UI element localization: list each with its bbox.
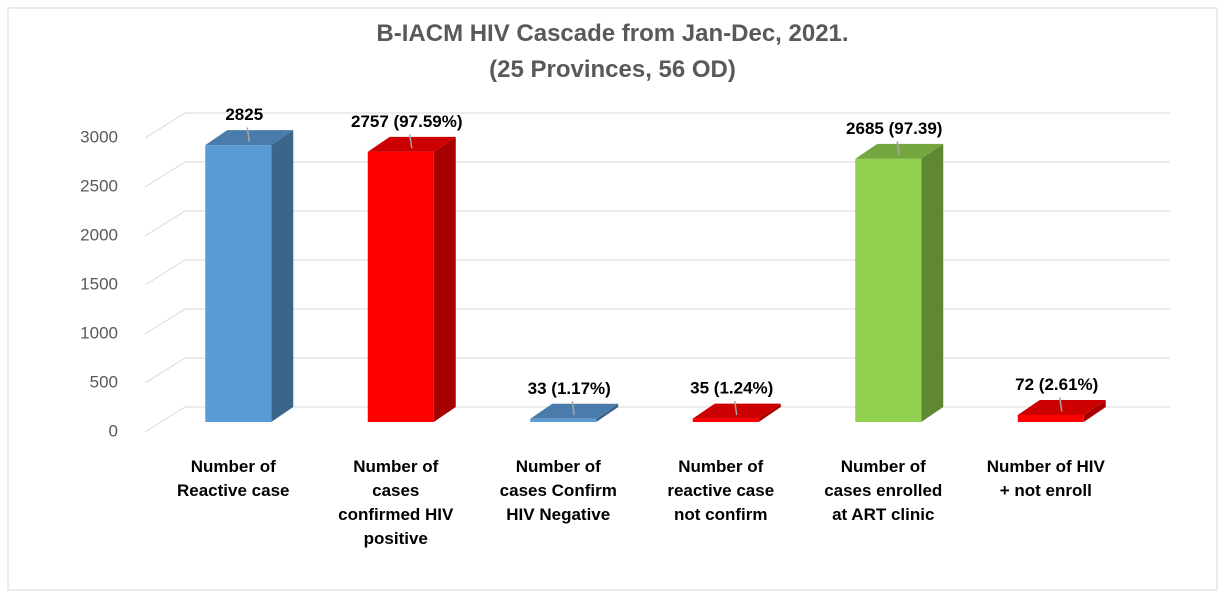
y-tick-label: 500 bbox=[90, 372, 118, 391]
y-tick-label: 1500 bbox=[80, 274, 118, 293]
grid-line bbox=[144, 357, 1170, 384]
data-label: 35 (1.24%) bbox=[690, 379, 773, 398]
leader-line bbox=[734, 400, 738, 416]
bar bbox=[530, 418, 597, 422]
grid-line bbox=[144, 308, 1170, 335]
bar bbox=[1017, 414, 1084, 422]
data-label: 33 (1.17%) bbox=[528, 379, 611, 398]
leader-line bbox=[896, 141, 900, 156]
y-tick-label: 2500 bbox=[80, 176, 118, 195]
bar-side bbox=[433, 136, 456, 422]
leader-line bbox=[246, 127, 250, 142]
x-tick-label: Number of reactive case not confirm bbox=[667, 457, 775, 524]
y-tick-label: 3000 bbox=[80, 127, 118, 146]
data-label: 2825 bbox=[225, 105, 263, 124]
chart-border bbox=[7, 7, 1218, 591]
grid-line bbox=[144, 210, 1170, 237]
data-label: 2685 (97.39) bbox=[846, 119, 942, 138]
y-tick-label: 0 bbox=[109, 421, 118, 440]
grid-line bbox=[144, 112, 1170, 139]
x-tick-label: Number of cases confirmed HIV positive bbox=[338, 457, 454, 548]
bar bbox=[855, 158, 922, 422]
bar-side bbox=[271, 130, 294, 422]
chart-subtitle: (25 Provinces, 56 OD) bbox=[489, 56, 736, 83]
bar-side bbox=[1083, 399, 1106, 422]
data-label: 72 (2.61%) bbox=[1015, 375, 1098, 394]
leader-line bbox=[409, 134, 413, 149]
chart-title: B-IACM HIV Cascade from Jan-Dec, 2021. bbox=[376, 20, 849, 47]
y-tick-label: 2000 bbox=[80, 225, 118, 244]
y-tick-label: 1000 bbox=[80, 323, 118, 342]
leader-line bbox=[571, 401, 575, 416]
leader-line bbox=[1059, 397, 1063, 412]
bar bbox=[692, 418, 759, 422]
bar-side bbox=[921, 143, 944, 422]
x-tick-label: Number of Reactive case bbox=[177, 457, 290, 500]
data-label: 2757 (97.59%) bbox=[351, 112, 463, 131]
bar bbox=[367, 151, 434, 422]
bar-side bbox=[758, 403, 781, 422]
x-tick-label: Number of cases enrolled at ART clinic bbox=[824, 457, 943, 524]
x-tick-label: Number of HIV + not enroll bbox=[986, 457, 1105, 500]
bar-side bbox=[596, 403, 619, 422]
bar bbox=[205, 145, 272, 422]
grid-line bbox=[144, 259, 1170, 286]
grid-line bbox=[144, 161, 1170, 188]
x-tick-label: Number of cases Confirm HIV Negative bbox=[499, 457, 617, 524]
grid-line bbox=[144, 406, 1170, 433]
